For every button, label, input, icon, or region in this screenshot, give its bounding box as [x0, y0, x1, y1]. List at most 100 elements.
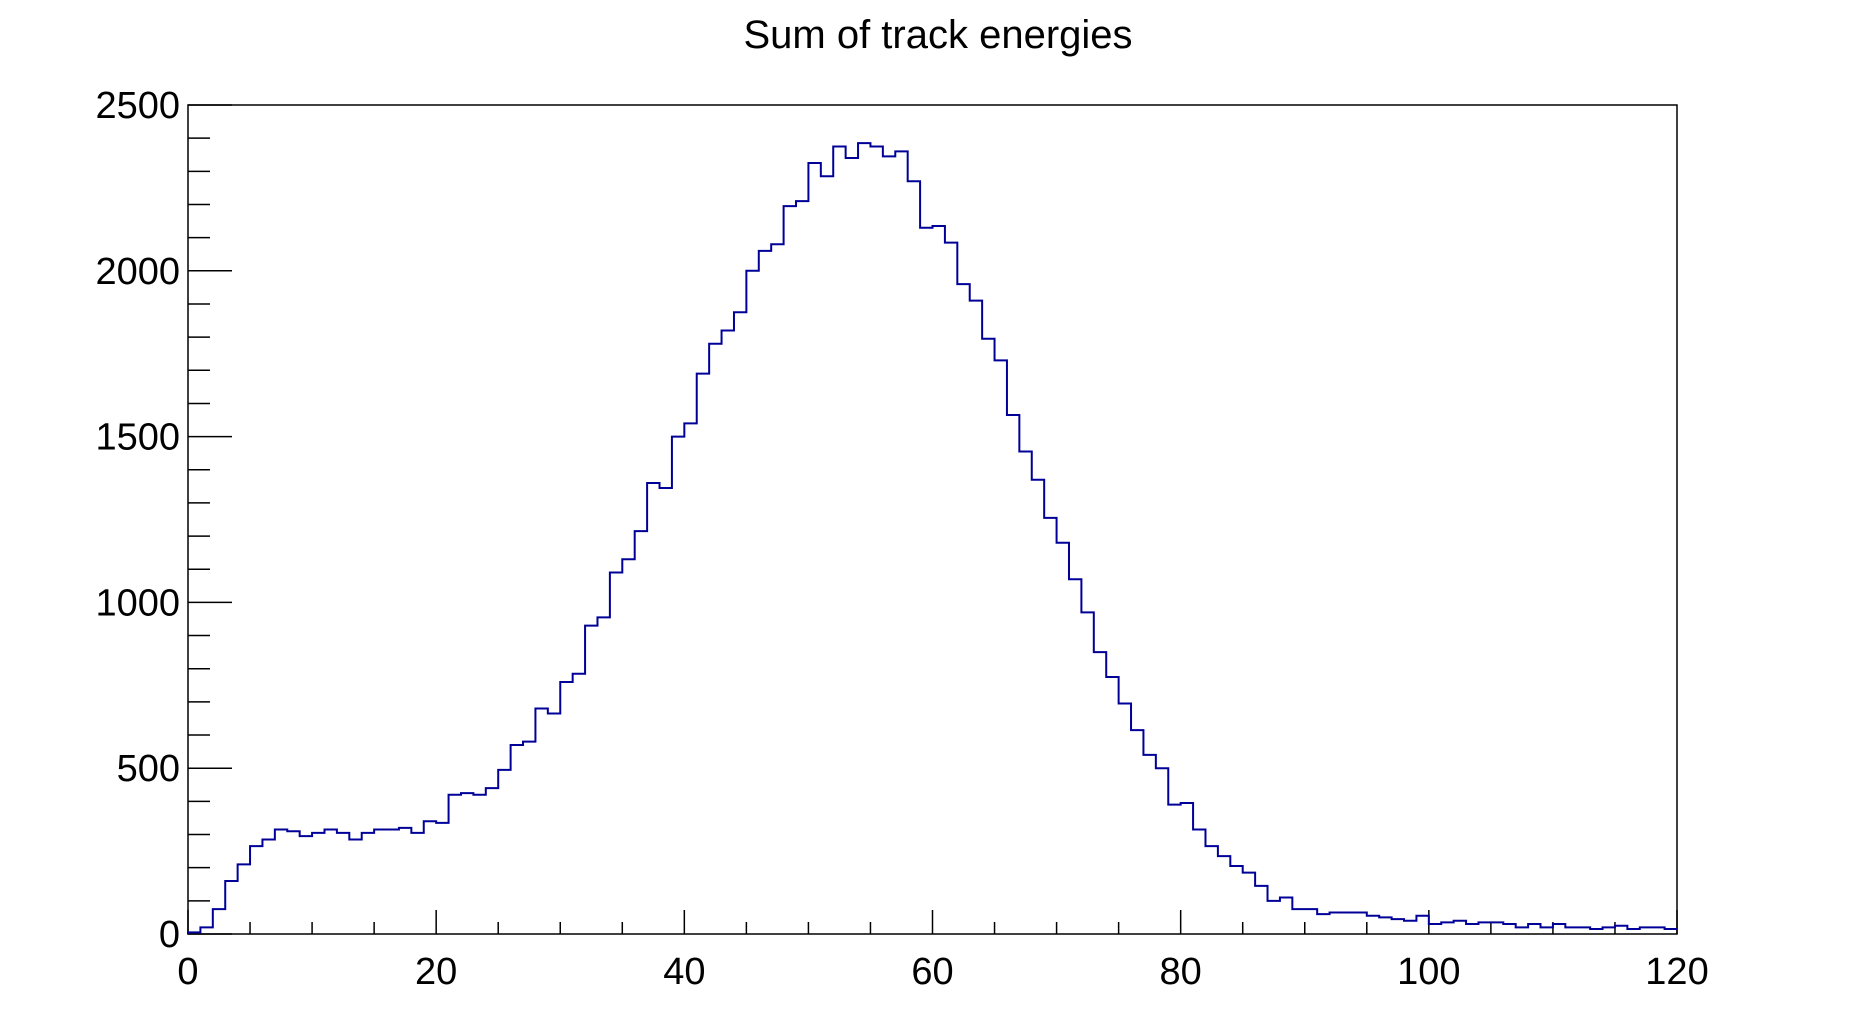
histogram-bin	[945, 243, 957, 934]
histogram-bin	[1342, 912, 1354, 934]
histogram-bin	[1305, 909, 1317, 934]
histogram-bin	[1255, 886, 1267, 934]
histogram-bin	[647, 483, 659, 934]
histogram-bin	[324, 830, 336, 934]
histogram-bin	[1007, 415, 1019, 934]
histogram-bin	[560, 682, 572, 934]
histogram-bin	[982, 339, 994, 934]
histogram-bin	[523, 742, 535, 934]
y-tick-label: 1000	[95, 582, 180, 624]
histogram-bin	[585, 626, 597, 934]
histogram-bin	[697, 374, 709, 934]
y-tick-label: 500	[117, 748, 180, 790]
histogram-bin	[957, 284, 969, 934]
y-axis-tick-labels: 0 500 1000 1500 2000 2500	[95, 85, 180, 956]
histogram-bin	[1541, 927, 1553, 934]
histogram-bin	[1168, 805, 1180, 934]
histogram-bin	[970, 301, 982, 934]
histogram-bin	[759, 251, 771, 934]
histogram-bin	[734, 312, 746, 934]
histogram-bin	[1081, 612, 1093, 934]
histogram-bin	[1330, 912, 1342, 934]
histogram-bin	[374, 830, 386, 934]
histogram-bin	[287, 831, 299, 934]
histogram-bin	[1503, 924, 1515, 934]
histogram-bin	[1454, 921, 1466, 934]
y-tick-label: 1500	[95, 417, 180, 459]
y-axis-ticks	[188, 104, 232, 935]
histogram-bin	[1268, 901, 1280, 934]
x-tick-label: 100	[1397, 951, 1460, 993]
histogram-bin	[225, 881, 237, 934]
histogram-bin	[1466, 924, 1478, 934]
y-tick-label: 0	[159, 914, 180, 956]
x-tick-label: 40	[663, 951, 705, 993]
histogram-bin	[200, 927, 212, 934]
histogram-bin	[1429, 924, 1441, 934]
histogram-bin	[535, 709, 547, 934]
histogram-bin	[300, 836, 312, 934]
histogram-bin	[387, 830, 399, 934]
histogram-step-line	[187, 142, 1677, 934]
histogram-bin	[449, 795, 461, 934]
histogram-bin	[709, 344, 721, 934]
histogram-bin	[933, 226, 945, 934]
histogram-bin	[1404, 921, 1416, 934]
histogram-bin	[473, 795, 485, 934]
histogram-bin	[995, 360, 1007, 934]
histogram-bin	[635, 531, 647, 934]
histogram-bin	[1205, 846, 1217, 934]
histogram-bin	[1565, 927, 1577, 934]
histogram-bin	[771, 244, 783, 934]
histogram-bin	[1106, 677, 1118, 934]
histogram-bin	[337, 833, 349, 934]
histogram-bin	[1193, 830, 1205, 934]
histogram-bin	[1367, 916, 1379, 934]
histogram-bin	[1491, 922, 1503, 934]
histogram-bin	[1354, 912, 1366, 934]
histogram-bin	[808, 163, 820, 934]
histogram-bin	[411, 833, 423, 934]
histogram-bin	[262, 839, 274, 934]
histogram-bin	[672, 437, 684, 934]
histogram-bin	[238, 864, 250, 934]
histogram-bin	[622, 559, 634, 934]
histogram-bin	[399, 828, 411, 934]
histogram-bin	[1019, 452, 1031, 934]
histogram-bin	[1243, 873, 1255, 934]
histogram-bin	[486, 788, 498, 934]
histogram-bin	[908, 181, 920, 934]
histogram-bin	[461, 793, 473, 934]
y-tick-label: 2500	[95, 85, 180, 127]
histogram-bin	[349, 839, 361, 934]
histogram-bin	[1156, 768, 1168, 934]
histogram-bin	[1280, 898, 1292, 934]
histogram-bin	[1640, 927, 1652, 934]
histogram-bin	[1069, 579, 1081, 934]
histogram-bin	[436, 823, 448, 934]
histogram-bin	[610, 573, 622, 934]
histogram-bin	[784, 206, 796, 934]
histogram-bin	[833, 146, 845, 934]
histogram-bin	[597, 617, 609, 934]
histogram-bin	[250, 846, 262, 934]
x-tick-label: 20	[415, 951, 457, 993]
histogram-bin	[1528, 924, 1540, 934]
histogram-bin	[883, 156, 895, 934]
histogram-bin	[511, 745, 523, 934]
histogram-bin	[821, 176, 833, 934]
chart-title: Sum of track energies	[743, 13, 1132, 57]
histogram-bin	[1044, 518, 1056, 934]
histogram-bin	[895, 151, 907, 934]
x-axis-tick-labels: 0 20 40 60 80 100 120	[177, 951, 1708, 993]
histogram-bin	[573, 674, 585, 934]
histogram-bin	[362, 833, 374, 934]
histogram-bin	[1590, 929, 1602, 934]
histogram-bin	[548, 713, 560, 934]
histogram-bin	[1218, 856, 1230, 934]
histogram-bin	[1032, 480, 1044, 934]
histogram-bin	[1292, 909, 1304, 934]
histogram-bin	[1516, 927, 1528, 934]
histogram-bin	[920, 228, 932, 934]
